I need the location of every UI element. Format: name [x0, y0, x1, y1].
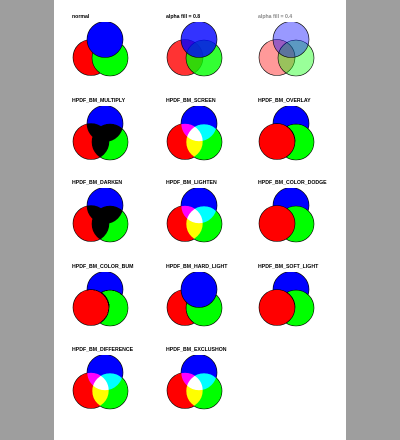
demo-multiply: HPDF_BM_MULTIPLY	[72, 98, 168, 180]
demo-label: HPDF_BM_DIFFERENCE	[72, 347, 134, 353]
demo-hardlight: HPDF_BM_HARD_LIGHT	[166, 264, 262, 346]
circles-graphic	[258, 188, 315, 243]
demo-alpha04: alpha fill = 0.4	[258, 14, 354, 96]
demo-label: normal	[72, 14, 90, 20]
circles-graphic	[72, 106, 129, 161]
demo-label: HPDF_BM_SOFT_LIGHT	[258, 264, 319, 270]
demo-label: HPDF_BM_MULTIPLY	[72, 98, 126, 104]
circles-graphic	[258, 106, 315, 161]
demo-difference: HPDF_BM_DIFFERENCE	[72, 347, 168, 429]
circles-graphic	[72, 272, 129, 327]
demo-exclusion: HPDF_BM_EXCLUSHON	[166, 347, 262, 429]
demo-overlay: HPDF_BM_OVERLAY	[258, 98, 354, 180]
circles-graphic	[166, 188, 223, 243]
circles-graphic	[72, 22, 129, 77]
demo-label: HPDF_BM_HARD_LIGHT	[166, 264, 228, 270]
circles-graphic	[166, 22, 223, 77]
demo-label: HPDF_BM_SCREEN	[166, 98, 216, 104]
demo-label: HPDF_BM_OVERLAY	[258, 98, 311, 104]
circles-graphic	[166, 355, 223, 410]
demo-screen: HPDF_BM_SCREEN	[166, 98, 262, 180]
demo-label: HPDF_BM_EXCLUSHON	[166, 347, 227, 353]
circles-graphic	[166, 106, 223, 161]
demo-label: HPDF_BM_COLOR_DODGE	[258, 180, 327, 186]
demo-alpha08: alpha fill = 0.8	[166, 14, 262, 96]
circles-graphic	[72, 355, 129, 410]
demo-label: alpha fill = 0.8	[166, 14, 201, 20]
demo-label: alpha fill = 0.4	[258, 14, 293, 20]
pdf-page: normal alpha fill = 0.8 alpha fill = 0.4	[54, 0, 346, 440]
circles-graphic	[166, 272, 223, 327]
circles-graphic	[72, 188, 129, 243]
circles-graphic	[258, 272, 315, 327]
demo-darken: HPDF_BM_DARKEN	[72, 180, 168, 262]
demo-label: HPDF_BM_LIGHTEN	[166, 180, 217, 186]
demo-label: HPDF_BM_DARKEN	[72, 180, 123, 186]
demo-lighten: HPDF_BM_LIGHTEN	[166, 180, 262, 262]
demo-normal: normal	[72, 14, 168, 96]
circles-graphic	[258, 22, 315, 77]
demo-label: HPDF_BM_COLOR_BUM	[72, 264, 134, 270]
demo-colorburn: HPDF_BM_COLOR_BUM	[72, 264, 168, 346]
demo-colordodge: HPDF_BM_COLOR_DODGE	[258, 180, 354, 262]
demo-softlight: HPDF_BM_SOFT_LIGHT	[258, 264, 354, 346]
